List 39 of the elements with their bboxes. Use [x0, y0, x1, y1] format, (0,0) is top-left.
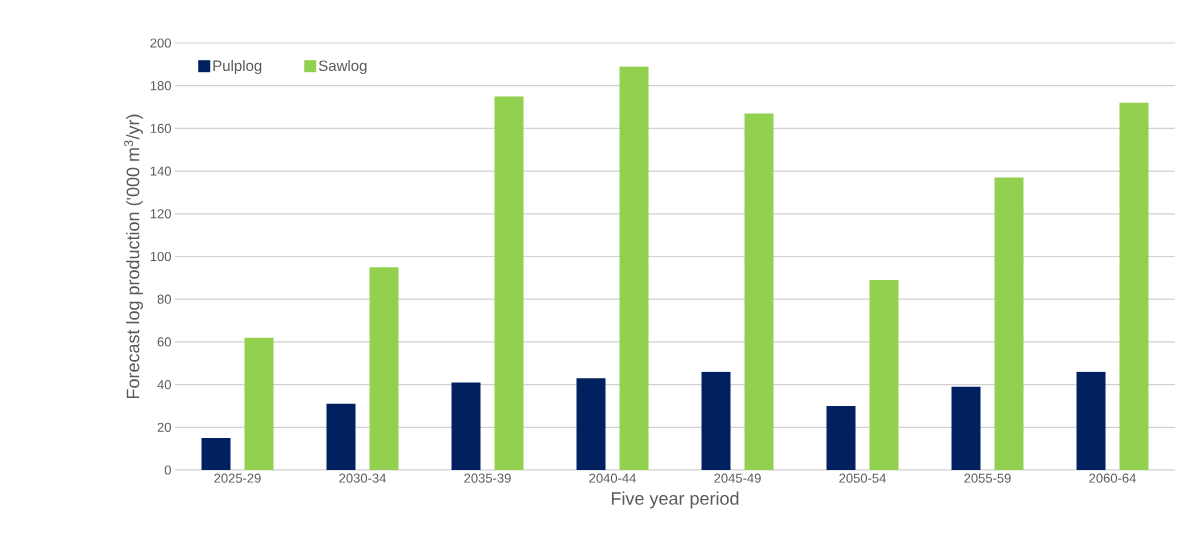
y-tick-label: 200: [150, 38, 171, 48]
y-tick-label: 120: [150, 209, 171, 219]
y-tick-label: 180: [150, 81, 171, 91]
x-tick-label: 2045-49: [714, 473, 761, 483]
y-tick-label: 140: [150, 166, 171, 176]
legend-label: Sawlog: [318, 60, 367, 74]
x-tick-label: 2040-44: [589, 473, 636, 483]
bar: [201, 437, 231, 470]
y-tick-label: 160: [150, 123, 171, 133]
bar: [951, 386, 981, 470]
y-tick-label: 0: [164, 465, 171, 475]
bar: [744, 113, 774, 470]
x-tick-label: 2055-59: [964, 473, 1011, 483]
bar: [1119, 102, 1149, 470]
y-tick-label: 80: [157, 294, 171, 304]
y-tick-label: 40: [157, 380, 171, 390]
bar: [994, 177, 1024, 470]
x-axis-title: Five year period: [611, 491, 739, 509]
x-tick-label: 2025-29: [214, 473, 261, 483]
bar: [326, 403, 356, 470]
bar: [701, 371, 731, 470]
bar: [619, 66, 649, 470]
legend-label: Pulplog: [213, 60, 262, 74]
x-tick-label: 2060-64: [1089, 473, 1136, 483]
bar: [369, 267, 399, 470]
x-tick-label: 2050-54: [839, 473, 886, 483]
y-tick-label: 20: [157, 422, 171, 432]
bar: [1076, 371, 1106, 470]
bar: [826, 405, 856, 470]
bar: [451, 382, 481, 470]
x-tick-label: 2035-39: [464, 473, 511, 483]
bar: [869, 279, 899, 470]
x-tick-label: 2030-34: [339, 473, 386, 483]
y-tick-label: 100: [150, 251, 171, 262]
y-tick-label: 60: [157, 337, 171, 347]
bar: [576, 378, 606, 470]
bar: [244, 337, 274, 470]
bar: [494, 96, 524, 470]
y-axis-title: Forecast log production ('000 m$^{3}$/yr): [124, 114, 143, 399]
